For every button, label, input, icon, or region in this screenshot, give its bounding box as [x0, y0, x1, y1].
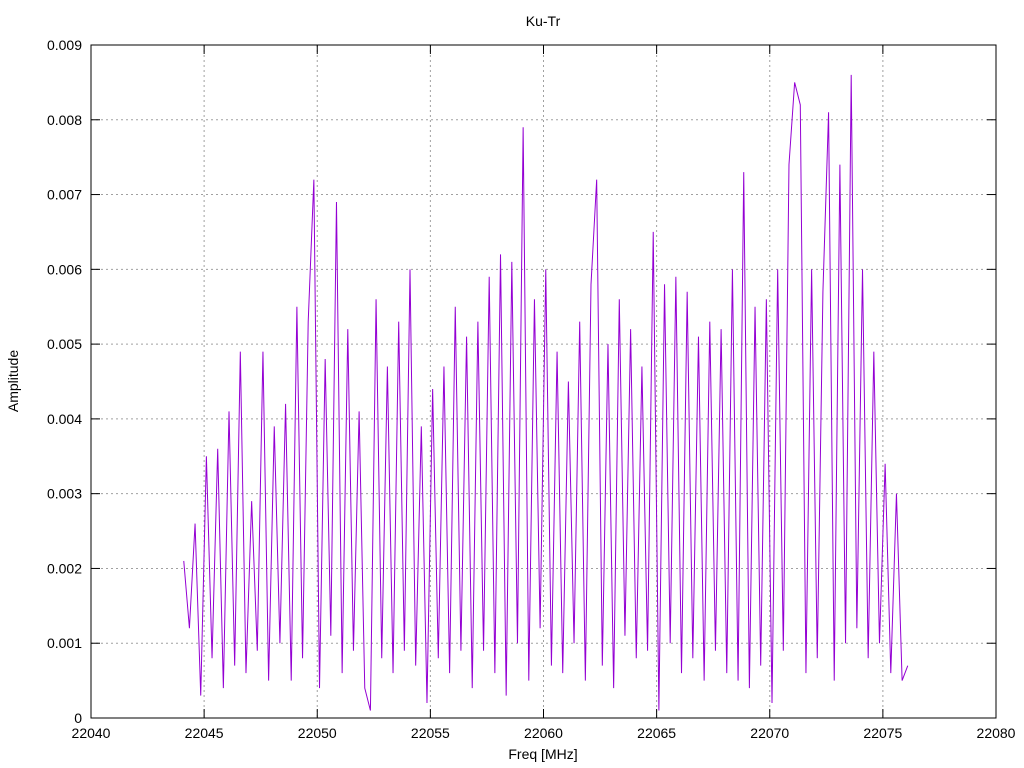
y-tick-label: 0.004 [47, 411, 82, 427]
y-tick-label: 0.005 [47, 336, 82, 352]
y-tick-label: 0.009 [47, 37, 82, 53]
y-tick-label: 0.006 [47, 261, 82, 277]
y-tick-label: 0 [74, 710, 82, 726]
y-axis-label: Amplitude [5, 350, 21, 412]
x-tick-label: 22075 [863, 725, 902, 741]
x-axis-label: Freq [MHz] [508, 746, 577, 762]
y-tick-label: 0.007 [47, 187, 82, 203]
x-tick-label: 22080 [977, 725, 1016, 741]
x-tick-label: 22055 [411, 725, 450, 741]
x-tick-label: 22040 [72, 725, 111, 741]
x-tick-label: 22065 [637, 725, 676, 741]
chart-title: Ku-Tr [526, 13, 561, 29]
x-tick-label: 22045 [185, 725, 224, 741]
x-tick-label: 22050 [298, 725, 337, 741]
y-tick-label: 0.002 [47, 560, 82, 576]
data-line [183, 74, 909, 711]
plot-border [90, 44, 997, 719]
y-tick-label: 0.001 [47, 635, 82, 651]
x-tick-label: 22070 [750, 725, 789, 741]
x-tick-label: 22060 [524, 725, 563, 741]
y-tick-label: 0.008 [47, 112, 82, 128]
y-tick-label: 0.003 [47, 486, 82, 502]
